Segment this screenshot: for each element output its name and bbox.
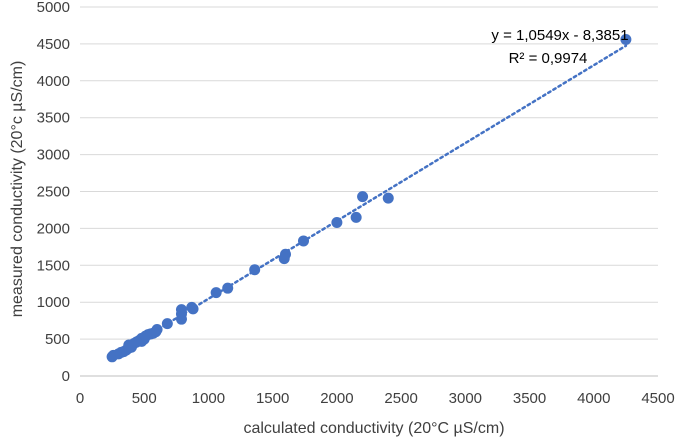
trendline (110, 44, 628, 359)
data-point-34 (350, 211, 362, 223)
x-tick-label-2500: 2500 (384, 390, 417, 407)
x-axis-title: calculated conductivity (20°C µS/cm) (243, 420, 504, 437)
x-tick-label-4500: 4500 (641, 390, 674, 407)
data-point-31 (280, 248, 292, 260)
y-tick-label-500: 500 (45, 331, 70, 348)
y-axis-title: measured conductivity (20°c µS/cm) (9, 61, 26, 318)
data-point-21 (161, 318, 173, 330)
x-tick-label-4000: 4000 (577, 390, 610, 407)
y-tick-label-4000: 4000 (37, 73, 70, 90)
x-tick-label-3000: 3000 (449, 390, 482, 407)
data-point-29 (249, 264, 261, 276)
y-tick-labels: 0 500 1000 1500 2000 2500 3000 3500 4000 4500 5000 (37, 0, 70, 385)
y-tick-label-0: 0 (62, 368, 70, 385)
trendline-equation: y = 1,0549x - 8,3851 (491, 27, 628, 44)
data-point-32 (297, 235, 309, 247)
y-tick-label-5000: 5000 (37, 0, 70, 16)
data-point-26 (187, 303, 199, 315)
x-tick-label-3500: 3500 (513, 390, 546, 407)
data-point-24 (175, 304, 187, 316)
data-point-28 (222, 282, 234, 294)
x-tick-labels: 0 500 1000 1500 2000 2500 3000 3500 4000 4500 (76, 390, 675, 407)
gridlines (80, 6, 658, 340)
data-point-33 (331, 216, 343, 228)
x-tick-label-1500: 1500 (256, 390, 289, 407)
data-point-37 (620, 33, 632, 45)
data-point-20 (151, 324, 163, 336)
x-tick-label-500: 500 (132, 390, 157, 407)
y-tick-label-1500: 1500 (37, 257, 70, 274)
y-tick-label-4500: 4500 (37, 36, 70, 53)
data-points (106, 33, 632, 363)
y-tick-label-2500: 2500 (37, 184, 70, 201)
data-point-36 (382, 192, 394, 204)
r-squared-label: R² = 0,9974 (509, 50, 588, 67)
y-tick-label-2000: 2000 (37, 220, 70, 237)
y-tick-label-3500: 3500 (37, 110, 70, 127)
x-tick-label-1000: 1000 (192, 390, 225, 407)
x-tick-label-0: 0 (76, 390, 84, 407)
data-point-27 (210, 287, 222, 299)
y-tick-label-3000: 3000 (37, 147, 70, 164)
x-tick-label-2000: 2000 (320, 390, 353, 407)
data-point-35 (357, 191, 369, 203)
y-tick-label-1000: 1000 (37, 294, 70, 311)
